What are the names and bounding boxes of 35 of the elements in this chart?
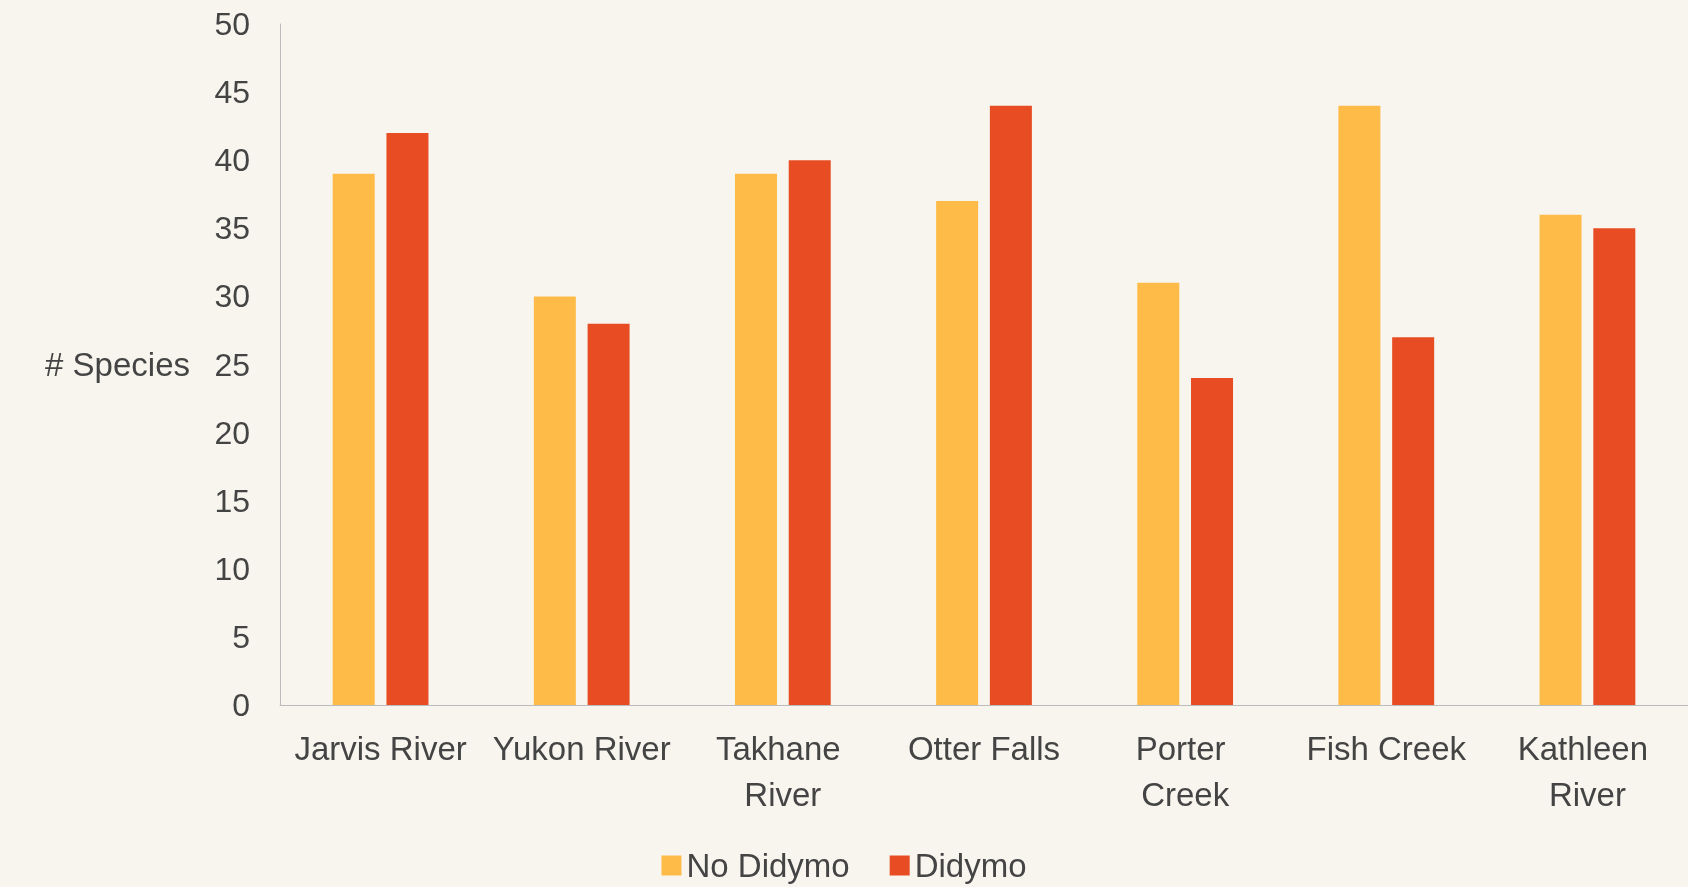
y-tick-label: 0 <box>232 687 250 723</box>
bar <box>1593 228 1636 705</box>
y-tick-label: 50 <box>214 6 250 42</box>
bar <box>1338 105 1381 705</box>
bar <box>788 160 831 705</box>
bar <box>386 132 429 705</box>
x-tick-label: Kathleen River <box>1517 729 1658 813</box>
y-tick-label: 5 <box>232 618 250 655</box>
y-tick-label: 45 <box>214 74 250 111</box>
bar <box>989 105 1032 705</box>
y-tick-label: 25 <box>214 346 250 383</box>
bar <box>533 296 576 705</box>
x-tick-label: Porter Creek <box>1135 729 1235 813</box>
bar <box>332 173 375 705</box>
y-tick-label: 30 <box>214 278 250 315</box>
bar <box>936 201 979 705</box>
y-tick-label: 40 <box>214 142 250 179</box>
bar <box>1137 282 1180 705</box>
x-tick-label: Takhane River <box>715 729 850 813</box>
bar <box>1539 214 1582 705</box>
bar <box>734 173 777 705</box>
x-tick-label: Yukon River <box>492 729 671 767</box>
y-tick-label: 10 <box>214 550 250 587</box>
legend-label: No Didymo <box>686 847 850 884</box>
legend-label: Didymo <box>914 847 1027 884</box>
bar <box>1191 378 1234 705</box>
y-axis-title: # Species <box>45 346 190 383</box>
y-tick-label: 35 <box>214 210 250 247</box>
bar <box>587 323 630 705</box>
y-tick-label: 15 <box>214 482 250 519</box>
x-tick-label: Otter Falls <box>907 729 1061 767</box>
x-tick-label: Jarvis River <box>294 729 467 767</box>
y-tick-label: 20 <box>214 414 250 451</box>
x-tick-label: Fish Creek <box>1306 729 1467 767</box>
bar <box>1392 337 1435 705</box>
